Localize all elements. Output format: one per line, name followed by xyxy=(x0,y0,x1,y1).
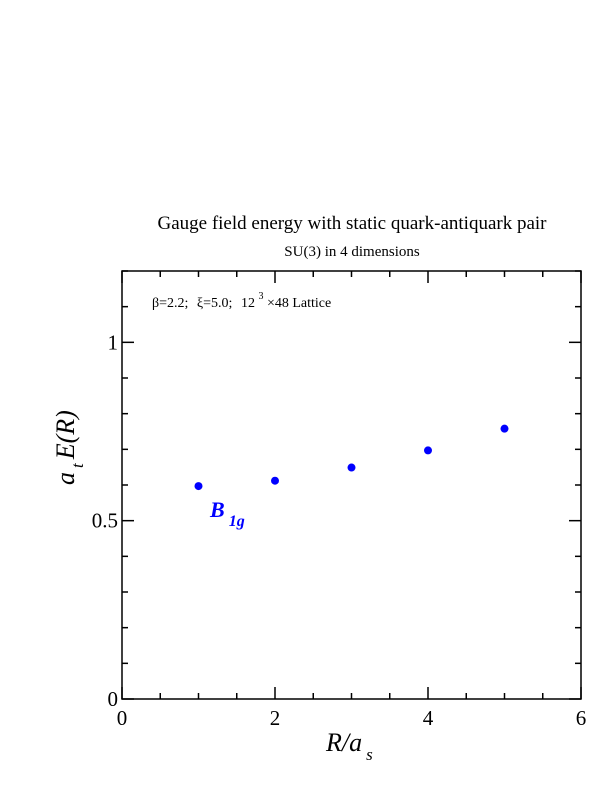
data-point xyxy=(424,446,432,455)
x-axis-label: R/a s xyxy=(325,728,373,764)
y-tick-label: 0 xyxy=(108,687,119,711)
series-label-sub: 1g xyxy=(229,513,245,530)
series-label-main: B xyxy=(209,497,225,522)
x-tick-label: 6 xyxy=(576,706,587,730)
x-tick-label: 0 xyxy=(117,706,128,730)
tick-marks xyxy=(121,270,582,700)
lattice-annotation: β=2.2; ξ=5.0; 12 3 ×48 Lattice xyxy=(152,288,331,311)
data-point xyxy=(500,424,509,433)
annotation-xi: ξ=5.0; xyxy=(197,296,233,311)
x-tick-label: 4 xyxy=(423,706,434,730)
y-tick-label: 1 xyxy=(108,330,119,354)
y-axis-label-a: a xyxy=(51,472,80,485)
chart-title: Gauge field energy with static quark-ant… xyxy=(157,213,547,234)
data-point xyxy=(271,476,279,485)
y-tick-label: 0.5 xyxy=(92,509,118,533)
data-point xyxy=(347,463,356,472)
y-axis-label-sub: t xyxy=(68,462,87,468)
annotation-lattice-suffix: ×48 Lattice xyxy=(267,296,331,311)
annotation-lattice: 12 xyxy=(241,296,255,311)
x-axis-label-sub: s xyxy=(366,745,373,764)
plot-frame xyxy=(121,270,582,700)
chart-subtitle: SU(3) in 4 dimensions xyxy=(284,244,420,260)
data-point xyxy=(194,482,203,491)
annotation-beta: β=2.2; xyxy=(152,296,188,311)
tick-labels: 0 2 4 6 0 0.5 1 xyxy=(92,330,587,730)
y-axis-label-main: E(R) xyxy=(51,410,80,460)
series-label: B 1g xyxy=(209,497,245,530)
x-axis-label-main: R/a xyxy=(325,728,362,757)
y-axis-label: a t E(R) xyxy=(51,410,87,485)
annotation-lattice-exp: 3 xyxy=(258,291,263,302)
x-tick-label: 2 xyxy=(270,706,281,730)
svg-text:a t E(R): a t E(R) xyxy=(51,410,87,485)
data-points xyxy=(194,424,509,491)
